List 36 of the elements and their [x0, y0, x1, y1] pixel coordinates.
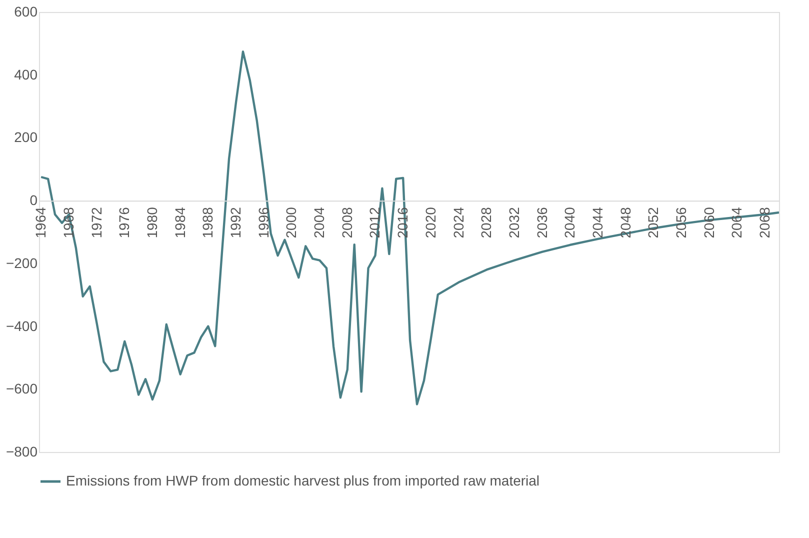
x-tick-label: 1964: [32, 206, 49, 238]
x-tick-label: 2024: [450, 206, 466, 238]
x-tick-label: 2040: [562, 206, 578, 238]
y-tick-label: 0: [30, 192, 38, 208]
x-tick-label: 2036: [534, 206, 550, 238]
x-tick-label: 1996: [255, 206, 272, 238]
y-tick-label: −200: [6, 254, 38, 271]
x-tick-label: 2060: [700, 206, 717, 238]
x-tick-label: 1976: [116, 206, 132, 238]
y-tick-label: 200: [14, 129, 38, 146]
x-tick-label: 2048: [617, 206, 634, 238]
y-tick-label: 600: [14, 4, 38, 20]
x-tick-label: 1968: [60, 206, 76, 238]
x-tick-label: 1972: [88, 206, 104, 238]
x-tick-label: 2028: [478, 206, 494, 238]
x-tick-label: 2044: [590, 206, 606, 238]
y-tick-label: 400: [14, 66, 38, 82]
x-tick-label: 2012: [366, 206, 383, 238]
y-tick-label: −600: [6, 380, 38, 397]
x-tick-label: 1992: [228, 206, 244, 238]
x-tick-label: 1980: [144, 206, 160, 238]
x-tick-label: 1988: [200, 206, 216, 238]
y-tick-label: −400: [6, 318, 38, 334]
x-tick-label: 2052: [645, 206, 662, 238]
x-tick-label: 1984: [172, 206, 188, 238]
x-tick-label: 2004: [311, 206, 328, 238]
x-tick-label: 2000: [283, 206, 300, 238]
legend-label: Emissions from HWP from domestic harvest plus from imported raw material: [66, 472, 540, 488]
x-tick-label: 2064: [728, 206, 745, 238]
y-tick-label: −800: [6, 444, 38, 460]
x-tick-label: 2008: [338, 206, 355, 238]
x-tick-label: 2020: [422, 206, 438, 238]
x-tick-label: 2016: [394, 206, 411, 238]
x-tick-label: 2056: [673, 206, 690, 238]
x-tick-label: 2068: [756, 206, 773, 238]
x-tick-label: 2032: [506, 206, 522, 238]
